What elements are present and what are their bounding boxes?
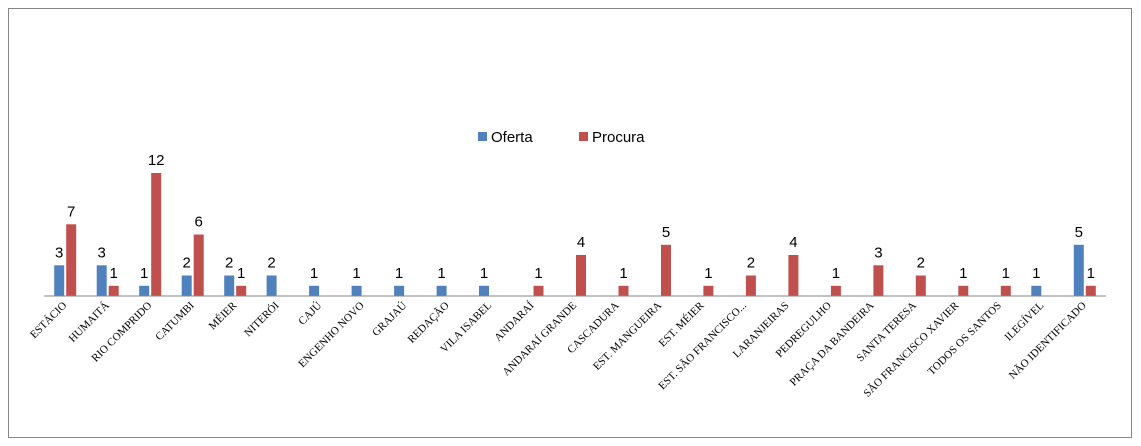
value-label-oferta-9: 1 <box>437 265 445 282</box>
bar-procura-1 <box>108 285 119 297</box>
value-label-procura-14: 5 <box>662 224 670 241</box>
bar-procura-4 <box>236 285 247 297</box>
value-label-oferta-0: 3 <box>55 244 63 261</box>
value-label-oferta-10: 1 <box>480 265 488 282</box>
value-label-procura-0: 7 <box>67 203 75 220</box>
bar-oferta-3 <box>181 275 192 296</box>
bar-oferta-1 <box>96 265 107 297</box>
value-label-procura-19: 3 <box>874 244 882 261</box>
bar-procura-16 <box>745 275 756 296</box>
bar-procura-3 <box>193 234 204 296</box>
bar-oferta-4 <box>224 275 235 296</box>
bar-procura-17 <box>788 255 799 296</box>
category-label-8: GRAJAÚ <box>370 300 409 339</box>
bar-procura-2 <box>151 173 162 296</box>
bars <box>54 173 1096 297</box>
bar-oferta-9 <box>436 285 447 297</box>
legend-swatch-procura <box>579 132 588 141</box>
value-label-procura-21: 1 <box>959 265 967 282</box>
value-label-oferta-4: 2 <box>225 255 233 272</box>
category-label-11: ANDARAÍ <box>492 299 537 344</box>
bar-oferta-0 <box>54 265 65 297</box>
bar-procura-0 <box>66 224 77 297</box>
bar-procura-21 <box>958 285 969 297</box>
legend-label-oferta: Oferta <box>491 129 533 146</box>
value-label-oferta-24: 5 <box>1075 224 1083 241</box>
bar-oferta-2 <box>139 285 150 297</box>
bar-oferta-5 <box>266 275 277 296</box>
bar-procura-11 <box>533 285 544 297</box>
category-label-6: CAJÚ <box>296 300 324 328</box>
value-label-procura-24: 1 <box>1087 265 1095 282</box>
value-label-procura-17: 4 <box>789 234 797 251</box>
category-label-1: HUMAITÁ <box>67 300 112 345</box>
category-label-23: ILEGÍVEL <box>1003 299 1047 343</box>
category-label-16: EST. SÃO FRANCISCO... <box>656 299 749 392</box>
value-label-procura-4: 1 <box>237 265 245 282</box>
legend-label-procura: Procura <box>592 129 645 146</box>
value-label-oferta-1: 3 <box>98 244 106 261</box>
value-label-procura-1: 1 <box>110 265 118 282</box>
value-label-oferta-7: 1 <box>352 265 360 282</box>
value-label-oferta-2: 1 <box>140 265 148 282</box>
bar-procura-18 <box>830 285 841 297</box>
category-label-4: MÉIER <box>207 299 240 332</box>
bar-procura-15 <box>703 285 714 297</box>
value-label-procura-16: 2 <box>747 255 755 272</box>
value-label-oferta-8: 1 <box>395 265 403 282</box>
value-label-oferta-23: 1 <box>1032 265 1040 282</box>
bar-oferta-6 <box>309 285 320 297</box>
bar-oferta-8 <box>394 285 405 297</box>
bar-oferta-23 <box>1031 285 1042 297</box>
value-label-procura-2: 12 <box>148 152 165 169</box>
category-label-19: PRAÇA DA BANDEIRA <box>788 300 877 389</box>
category-label-22: TODOS OS SANTOS <box>926 300 1004 378</box>
legend-swatch-oferta <box>478 132 487 141</box>
bar-oferta-7 <box>351 285 362 297</box>
chart-area <box>8 8 1132 438</box>
value-label-oferta-3: 2 <box>183 255 191 272</box>
bar-oferta-24 <box>1073 244 1084 297</box>
bar-procura-13 <box>618 285 629 297</box>
category-label-0: ESTÁCIO <box>28 300 69 341</box>
bar-procura-12 <box>576 255 586 296</box>
value-label-procura-18: 1 <box>832 265 840 282</box>
category-label-24: NÃO IDENTIFICADO <box>1007 300 1089 382</box>
value-label-procura-15: 1 <box>704 265 712 282</box>
category-label-9: REDAÇÃO <box>406 300 452 346</box>
bar-procura-22 <box>1000 285 1011 297</box>
value-label-oferta-6: 1 <box>310 265 318 282</box>
value-label-procura-3: 6 <box>195 214 203 231</box>
category-label-5: NITERÓI <box>242 299 282 339</box>
value-label-procura-12: 4 <box>577 234 585 251</box>
category-label-3: CATUMBI <box>153 299 197 343</box>
value-label-procura-22: 1 <box>1002 265 1010 282</box>
bar-procura-24 <box>1085 285 1096 297</box>
value-label-oferta-5: 2 <box>267 255 275 272</box>
value-label-procura-11: 1 <box>534 265 542 282</box>
bar-procura-14 <box>661 244 671 297</box>
bar-oferta-10 <box>479 285 489 297</box>
bar-procura-19 <box>873 265 884 297</box>
value-label-procura-13: 1 <box>619 265 627 282</box>
category-label-12: ANDARAÍ GRANDE <box>500 299 579 378</box>
value-label-procura-20: 2 <box>917 255 925 272</box>
bar-procura-20 <box>915 275 926 296</box>
legend: Oferta Procura <box>478 129 645 146</box>
